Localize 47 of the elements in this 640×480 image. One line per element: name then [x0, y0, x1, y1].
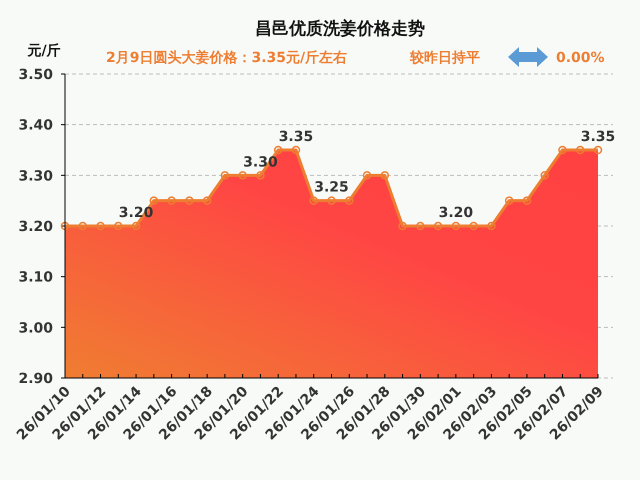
point — [398, 222, 407, 230]
point — [78, 222, 88, 230]
chart-subtitle: 2月9日圆头大姜价格：3.35元/斤左右 — [106, 49, 348, 66]
data-label: 3.35 — [580, 129, 616, 145]
point — [504, 196, 514, 205]
point — [345, 196, 354, 205]
data-label: 3.25 — [314, 180, 349, 196]
point — [327, 196, 336, 205]
y-tick-label: 3.50 — [18, 67, 54, 83]
point — [238, 171, 247, 180]
point — [540, 171, 549, 180]
point — [292, 146, 300, 154]
point — [487, 222, 496, 230]
point — [469, 222, 478, 230]
y-tick-label: 3.40 — [18, 118, 54, 134]
data-label: 3.20 — [438, 205, 474, 221]
point — [167, 196, 176, 205]
y-tick-label: 3.20 — [18, 219, 54, 235]
point — [96, 222, 105, 230]
point — [132, 222, 140, 230]
point — [185, 196, 194, 205]
point — [114, 222, 123, 230]
point — [416, 222, 425, 230]
data-label: 3.35 — [278, 129, 314, 145]
chart-title: 昌邑优质洗姜价格走势 — [255, 18, 425, 39]
point — [452, 222, 460, 230]
point — [274, 146, 282, 154]
point — [220, 171, 230, 180]
point — [522, 196, 532, 205]
point — [256, 171, 265, 180]
point — [434, 222, 442, 230]
text: 较昨日持平 — [409, 50, 480, 66]
y-axis-title: 元/斤 — [26, 42, 61, 59]
point — [309, 196, 318, 205]
point — [202, 196, 212, 205]
text: 0.00% — [556, 50, 605, 66]
y-tick-label: 2.90 — [18, 371, 54, 387]
point — [362, 171, 372, 180]
point — [150, 196, 158, 205]
point — [594, 146, 602, 154]
y-tick-label: 3.00 — [18, 320, 54, 336]
point — [576, 146, 584, 154]
point — [380, 171, 390, 180]
y-tick-label: 3.10 — [18, 270, 54, 286]
point — [558, 146, 567, 154]
y-tick-label: 3.30 — [18, 168, 54, 184]
point — [60, 222, 70, 230]
